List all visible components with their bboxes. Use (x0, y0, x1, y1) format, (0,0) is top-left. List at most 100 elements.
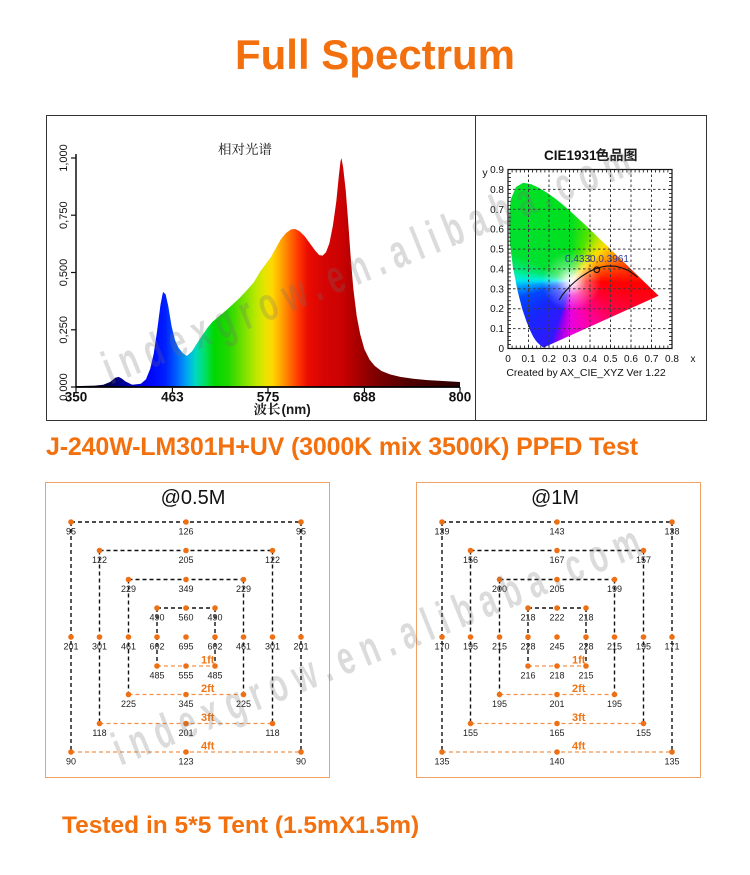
svg-text:0.2: 0.2 (542, 354, 556, 365)
svg-text:143: 143 (549, 527, 564, 537)
svg-text:@1M: @1M (531, 487, 579, 509)
svg-text:229: 229 (236, 584, 251, 594)
svg-text:157: 157 (636, 555, 651, 565)
svg-text:215: 215 (578, 671, 593, 681)
svg-text:165: 165 (549, 728, 564, 738)
svg-text:201: 201 (293, 642, 308, 652)
svg-text:218: 218 (549, 671, 564, 681)
svg-text:155: 155 (636, 728, 651, 738)
svg-text:0.6: 0.6 (624, 354, 638, 365)
svg-text:167: 167 (549, 555, 564, 565)
svg-text:3ft: 3ft (572, 712, 586, 724)
svg-text:215: 215 (607, 642, 622, 652)
svg-text:485: 485 (149, 671, 164, 681)
svg-text:2ft: 2ft (572, 683, 586, 695)
svg-text:695: 695 (178, 642, 193, 652)
svg-text:0.3: 0.3 (490, 284, 504, 295)
svg-text:4ft: 4ft (201, 741, 215, 753)
svg-text:575: 575 (257, 390, 280, 405)
svg-text:0.8: 0.8 (665, 354, 679, 365)
svg-text:560: 560 (178, 613, 193, 623)
svg-text:171: 171 (664, 642, 679, 652)
svg-text:0.2: 0.2 (490, 304, 504, 315)
svg-text:228: 228 (578, 642, 593, 652)
svg-text:95: 95 (296, 527, 306, 537)
svg-text:0.6: 0.6 (490, 225, 504, 236)
svg-text:229: 229 (121, 584, 136, 594)
svg-text:0.1: 0.1 (522, 354, 536, 365)
svg-text:463: 463 (161, 390, 184, 405)
svg-text:0: 0 (505, 354, 511, 365)
svg-text:x: x (691, 354, 696, 365)
svg-text:0.4: 0.4 (583, 354, 597, 365)
svg-text:195: 195 (636, 642, 651, 652)
svg-text:2ft: 2ft (201, 683, 215, 695)
svg-text:0.4: 0.4 (490, 264, 504, 275)
svg-text:218: 218 (520, 613, 535, 623)
svg-text:135: 135 (434, 757, 449, 767)
svg-text:800: 800 (449, 390, 472, 405)
svg-text:0,750: 0,750 (58, 201, 70, 229)
svg-text:170: 170 (434, 642, 449, 652)
svg-text:1ft: 1ft (201, 655, 215, 667)
svg-text:0.9: 0.9 (490, 165, 504, 176)
svg-text:200: 200 (492, 584, 507, 594)
svg-text:(nm): (nm) (282, 402, 311, 417)
svg-text:90: 90 (296, 757, 306, 767)
svg-text:95: 95 (66, 527, 76, 537)
svg-text:139: 139 (434, 527, 449, 537)
svg-text:216: 216 (520, 671, 535, 681)
svg-text:225: 225 (121, 699, 136, 709)
svg-text:CIE1931: CIE1931 (544, 148, 597, 163)
svg-text:138: 138 (664, 527, 679, 537)
svg-text:205: 205 (549, 584, 564, 594)
svg-text:155: 155 (463, 728, 478, 738)
svg-text:201: 201 (63, 642, 78, 652)
svg-text:350: 350 (65, 390, 88, 405)
svg-text:y: y (482, 167, 488, 179)
svg-text:90: 90 (66, 757, 76, 767)
svg-text:135: 135 (664, 757, 679, 767)
svg-text:118: 118 (265, 728, 279, 738)
svg-text:122: 122 (92, 555, 107, 565)
svg-text:555: 555 (178, 671, 193, 681)
svg-text:0.3: 0.3 (563, 354, 577, 365)
svg-text:0: 0 (498, 344, 504, 355)
svg-text:1ft: 1ft (572, 655, 586, 667)
svg-text:222: 222 (549, 613, 564, 623)
svg-text:688: 688 (353, 390, 376, 405)
svg-text:301: 301 (265, 642, 280, 652)
svg-text:228: 228 (520, 642, 535, 652)
svg-text:195: 195 (607, 699, 622, 709)
svg-text:602: 602 (207, 642, 222, 652)
svg-text:156: 156 (463, 555, 478, 565)
svg-text:@0.5M: @0.5M (161, 487, 226, 509)
svg-text:461: 461 (121, 642, 136, 652)
svg-text:0.7: 0.7 (645, 354, 659, 365)
svg-text:201: 201 (549, 699, 564, 709)
svg-text:4ft: 4ft (572, 741, 586, 753)
svg-text:0.5: 0.5 (490, 245, 504, 256)
svg-text:461: 461 (236, 642, 251, 652)
svg-text:195: 195 (463, 642, 478, 652)
svg-text:0,500: 0,500 (58, 259, 70, 287)
svg-text:602: 602 (149, 642, 164, 652)
svg-text:301: 301 (92, 642, 107, 652)
svg-text:195: 195 (492, 699, 507, 709)
svg-text:0.7: 0.7 (490, 205, 504, 216)
svg-text:199: 199 (607, 584, 622, 594)
svg-text:225: 225 (236, 699, 251, 709)
svg-text:140: 140 (549, 757, 564, 767)
svg-text:1,000: 1,000 (58, 144, 70, 172)
svg-text:218: 218 (578, 613, 593, 623)
svg-text:Created by AX_CIE_XYZ Ver 1.22: Created by AX_CIE_XYZ Ver 1.22 (506, 367, 666, 379)
svg-text:0.4330,0.3961: 0.4330,0.3961 (565, 254, 629, 265)
svg-text:245: 245 (549, 642, 564, 652)
svg-text:122: 122 (265, 555, 280, 565)
svg-text:126: 126 (178, 527, 193, 537)
svg-text:215: 215 (492, 642, 507, 652)
svg-text:3ft: 3ft (201, 712, 215, 724)
svg-text:490: 490 (149, 613, 164, 623)
svg-text:0,000: 0,000 (58, 373, 70, 401)
svg-text:0.5: 0.5 (604, 354, 618, 365)
